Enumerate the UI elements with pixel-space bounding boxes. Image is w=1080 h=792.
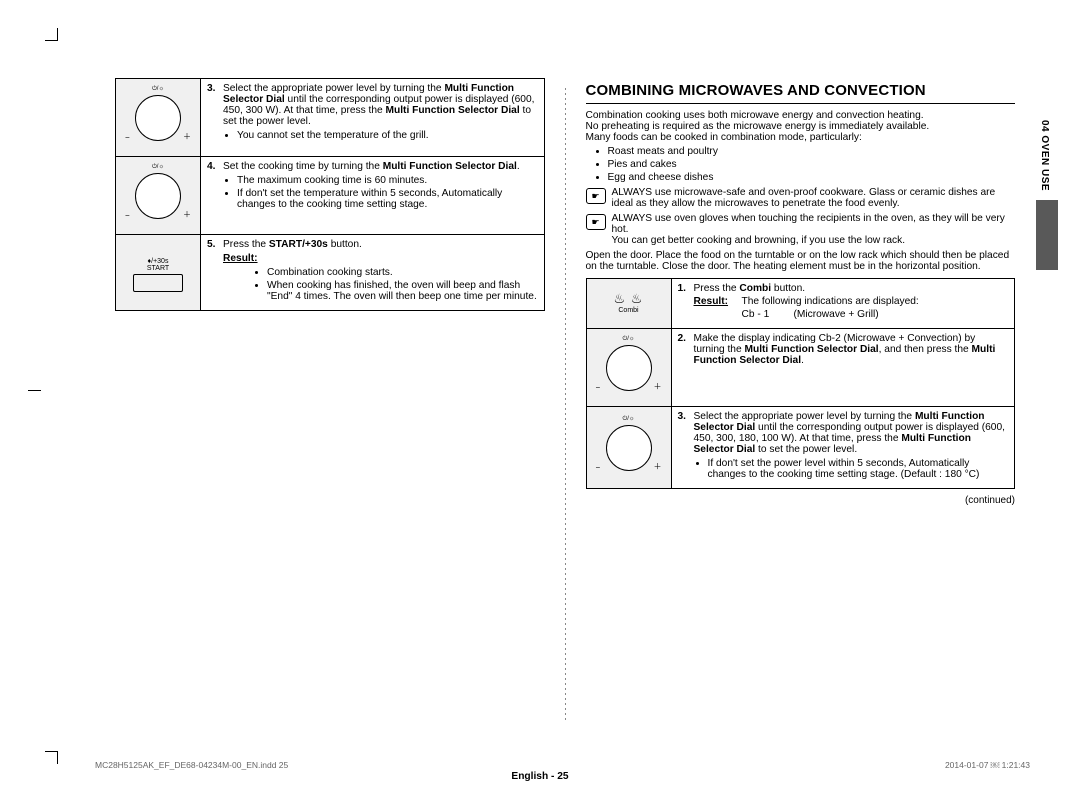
step-text: Press the Combi button. xyxy=(694,283,806,294)
step-cell: 4. Set the cooking time by turning the M… xyxy=(201,157,545,235)
dial-icon: ⏻/☼ −＋ xyxy=(123,163,193,228)
step-text: Select the appropriate power level by tu… xyxy=(694,411,1005,455)
dial-icon-cell: ⏻/☼ −＋ xyxy=(116,157,201,235)
result-text: The following indications are displayed: xyxy=(742,296,1009,307)
step-text: Make the display indicating Cb-2 (Microw… xyxy=(694,333,996,366)
start-button-icon: ♦/+30s START xyxy=(133,252,183,294)
step-number: 5. xyxy=(207,239,216,250)
print-meta-left: MC28H5125AK_EF_DE68-04234M-00_EN.indd 25 xyxy=(95,760,288,770)
crop-mark xyxy=(57,28,58,41)
step-cell: 1. Press the Combi button. Result: The f… xyxy=(671,279,1015,329)
dial-icon-cell: ⏻/☼ −＋ xyxy=(116,79,201,157)
step-cell: 3. Select the appropriate power level by… xyxy=(671,407,1015,489)
intro-text: No preheating is required as the microwa… xyxy=(586,121,1016,132)
bullet: The maximum cooking time is 60 minutes. xyxy=(237,175,538,186)
section-heading: COMBINING MICROWAVES AND CONVECTION xyxy=(586,82,1016,104)
crop-mark xyxy=(57,751,58,764)
step-text: Press the START/+30s button. xyxy=(223,239,362,250)
table-row: ⏻/☼ −＋ 3. Select the appropriate power l… xyxy=(116,79,545,157)
bullet: Pies and cakes xyxy=(608,159,1016,170)
intro-text: Combination cooking uses both microwave … xyxy=(586,110,1016,121)
dial-icon: ⏻/☼ −＋ xyxy=(594,335,664,400)
step-cell: 3. Select the appropriate power level by… xyxy=(201,79,545,157)
continued-label: (continued) xyxy=(586,495,1016,506)
bullet: When cooking has finished, the oven will… xyxy=(267,280,538,302)
table-row: ⏻/☼ −＋ 3. Select the appropriate power l… xyxy=(586,407,1015,489)
table-row: ⏻/☼ −＋ 4. Set the cooking time by turnin… xyxy=(116,157,545,235)
right-instruction-table: ♨ ♨ Combi 1. Press the Combi button. Res… xyxy=(586,278,1016,489)
bullet: Roast meats and poultry xyxy=(608,146,1016,157)
bullet: You cannot set the temperature of the gr… xyxy=(237,130,538,141)
start-icon-cell: ♦/+30s START xyxy=(116,235,201,311)
dial-icon: ⏻/☼ −＋ xyxy=(594,415,664,480)
left-column: ⏻/☼ −＋ 3. Select the appropriate power l… xyxy=(95,68,565,752)
combi-icon-cell: ♨ ♨ Combi xyxy=(586,279,671,329)
step-number: 3. xyxy=(678,411,687,422)
bullet: Egg and cheese dishes xyxy=(608,172,1016,183)
table-row: ⏻/☼ −＋ 2. Make the display indicating Cb… xyxy=(586,329,1015,407)
cb-code: Cb - 1 xyxy=(742,309,794,320)
crop-mark xyxy=(45,40,57,41)
step-text: Select the appropriate power level by tu… xyxy=(223,83,534,127)
step-cell: 2. Make the display indicating Cb-2 (Mic… xyxy=(671,329,1015,407)
bullet: If don't set the power level within 5 se… xyxy=(708,458,1009,480)
step-number: 4. xyxy=(207,161,216,172)
step-number: 1. xyxy=(678,283,687,294)
page: 04 OVEN USE ⏻/☼ −＋ 3. xyxy=(0,0,1080,792)
note-icon: ☛ xyxy=(586,214,606,230)
note-text: ALWAYS use oven gloves when touching the… xyxy=(612,213,1016,246)
page-footer: English - 25 xyxy=(0,771,1080,782)
intro-text: Many foods can be cooked in combination … xyxy=(586,132,1016,143)
note-text: ALWAYS use microwave-safe and oven-proof… xyxy=(612,187,1016,209)
section-tab: 04 OVEN USE xyxy=(1039,120,1050,191)
result-label: Result: xyxy=(223,253,258,264)
table-row: ♦/+30s START 5. Press the START/+30s but… xyxy=(116,235,545,311)
left-instruction-table: ⏻/☼ −＋ 3. Select the appropriate power l… xyxy=(115,78,545,311)
crop-mark xyxy=(45,751,57,752)
step-text: Set the cooking time by turning the Mult… xyxy=(223,161,520,172)
result-label: Result: xyxy=(694,296,729,307)
step-number: 3. xyxy=(207,83,216,94)
dial-icon-cell: ⏻/☼ −＋ xyxy=(586,329,671,407)
bullet: If don't set the temperature within 5 se… xyxy=(237,188,538,210)
note: ☛ ALWAYS use microwave-safe and oven-pro… xyxy=(586,187,1016,209)
combi-icon: ♨ ♨ Combi xyxy=(614,292,644,314)
thumb-tab xyxy=(1036,200,1058,270)
dial-icon: ⏻/☼ −＋ xyxy=(123,85,193,150)
bullet: Combination cooking starts. xyxy=(267,267,538,278)
step-number: 2. xyxy=(678,333,687,344)
print-meta-right: 2014-01-07 ￼ 1:21:43 xyxy=(945,760,1030,770)
right-column: COMBINING MICROWAVES AND CONVECTION Comb… xyxy=(566,68,1036,752)
step-cell: 5. Press the START/+30s button. Result: … xyxy=(201,235,545,311)
table-row: ♨ ♨ Combi 1. Press the Combi button. Res… xyxy=(586,279,1015,329)
content-spread: ⏻/☼ −＋ 3. Select the appropriate power l… xyxy=(95,68,1035,752)
crop-mark xyxy=(28,390,41,391)
cb-meaning: (Microwave + Grill) xyxy=(794,309,1009,320)
instruction-text: Open the door. Place the food on the tur… xyxy=(586,250,1016,272)
note-icon: ☛ xyxy=(586,188,606,204)
dial-icon-cell: ⏻/☼ −＋ xyxy=(586,407,671,489)
note: ☛ ALWAYS use oven gloves when touching t… xyxy=(586,213,1016,246)
